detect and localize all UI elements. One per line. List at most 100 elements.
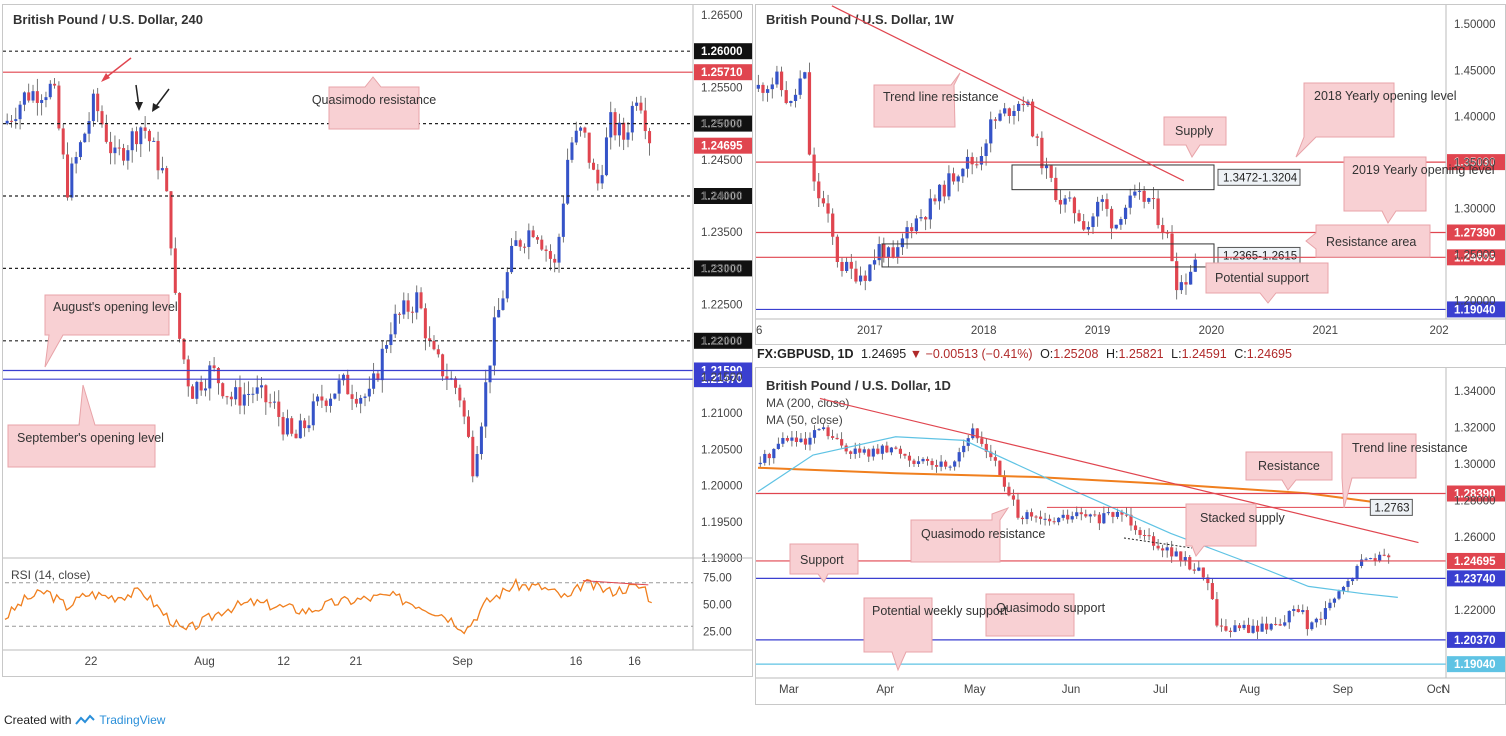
candle-body xyxy=(1170,547,1174,557)
candle-body xyxy=(1137,190,1142,192)
price-tick-label: 1.19000 xyxy=(701,553,743,565)
candle-body xyxy=(492,317,496,366)
time-tick-label: 21 xyxy=(349,656,362,668)
candle-body xyxy=(587,132,591,163)
candle-body xyxy=(178,292,182,339)
candle-body xyxy=(298,420,302,439)
callout-supply: Supply xyxy=(1163,116,1227,158)
candle-body xyxy=(1174,551,1178,557)
candle-body xyxy=(763,453,767,463)
candle-body xyxy=(596,169,600,184)
candle-body xyxy=(798,78,802,95)
time-tick-label: 16 xyxy=(570,656,583,668)
candle-body xyxy=(18,104,22,120)
candle-body xyxy=(1077,213,1081,222)
daily-chart[interactable]: British Pound / U.S. Dollar, 1D MA (200,… xyxy=(756,368,1505,704)
candle-body xyxy=(87,121,91,134)
candle-body xyxy=(1007,486,1011,496)
candle-body xyxy=(1359,559,1364,566)
candle-body xyxy=(781,438,785,444)
h4-chart-panel[interactable]: British Pound / U.S. Dollar, 240 1.26000… xyxy=(2,4,753,677)
candle-body xyxy=(1283,622,1287,626)
candle-body xyxy=(1016,499,1020,518)
candle-body xyxy=(303,420,307,429)
price-badge-label: 1.22000 xyxy=(701,336,743,348)
candle-body xyxy=(173,248,177,293)
candle-body xyxy=(1369,558,1373,560)
candle-body xyxy=(1179,551,1183,561)
candle-body xyxy=(867,449,871,457)
candle-body xyxy=(1301,610,1305,613)
candle-body xyxy=(1310,622,1314,630)
callout-text: Quasimodo support xyxy=(996,601,1106,615)
red-arrow-icon xyxy=(101,57,132,82)
time-tick-label: Sep xyxy=(452,656,472,668)
candle-body xyxy=(1100,199,1104,202)
candle-body xyxy=(182,338,186,360)
price-badge-label: 1.27390 xyxy=(1454,227,1496,239)
trend-line xyxy=(831,5,1185,182)
candle-body xyxy=(100,111,104,125)
candle-body xyxy=(925,458,930,461)
candle-body xyxy=(1017,103,1021,111)
candle-body xyxy=(1161,225,1165,233)
callout-text: August's opening level xyxy=(53,300,178,314)
candle-body xyxy=(1012,110,1016,116)
price-badge xyxy=(694,137,752,154)
price-tick-label: 1.24000 xyxy=(701,191,743,203)
candle-body xyxy=(989,451,993,458)
candle-body xyxy=(889,447,893,453)
callout-quasimodo-resistance: Quasimodo resistance xyxy=(312,76,436,130)
time-tick-label: 2019 xyxy=(1085,325,1111,337)
candle-body xyxy=(1147,535,1151,537)
price-badge-label: 1.24695 xyxy=(701,141,743,153)
high-value: 1.25821 xyxy=(1118,347,1164,361)
candle-body xyxy=(1161,548,1165,551)
candle-body xyxy=(803,72,807,79)
callout-quasimodo-resistance-d1: Quasimodo resistance xyxy=(910,506,1045,563)
time-tick-label: Sep xyxy=(1333,684,1353,696)
candle-body xyxy=(471,436,475,477)
candle-body xyxy=(501,298,505,310)
time-tick-label: May xyxy=(964,684,986,696)
candle-body xyxy=(410,311,414,313)
candle-body xyxy=(561,203,565,237)
weekly-chart[interactable]: British Pound / U.S. Dollar, 1W 1.3472-1… xyxy=(756,5,1505,344)
candle-body xyxy=(216,368,220,384)
candle-body xyxy=(229,396,233,400)
candle-body xyxy=(402,300,406,315)
candle-body xyxy=(1119,219,1123,225)
candle-body xyxy=(78,142,82,158)
candle-body xyxy=(1133,525,1138,531)
candle-body xyxy=(761,84,765,93)
candle-body xyxy=(1020,517,1025,520)
candle-body xyxy=(570,142,574,160)
candle-body xyxy=(1201,567,1205,578)
candle-body xyxy=(903,453,907,456)
symbol-label: FX:GBPUSD, 1D xyxy=(757,347,854,361)
time-tick-label: Jul xyxy=(1153,684,1168,696)
candle-body xyxy=(324,400,328,406)
candle-body xyxy=(1378,554,1382,562)
weekly-chart-panel[interactable]: British Pound / U.S. Dollar, 1W 1.3472-1… xyxy=(755,4,1506,345)
candle-body xyxy=(367,388,371,397)
candle-body xyxy=(1040,137,1044,169)
candle-body xyxy=(898,448,902,454)
candle-body xyxy=(896,247,900,258)
daily-chart-panel[interactable]: British Pound / U.S. Dollar, 1D MA (200,… xyxy=(755,367,1506,705)
price-tick-label: 1.50000 xyxy=(1454,19,1496,31)
callout-text: 2019 Yearly opening level xyxy=(1352,163,1494,177)
time-tick-label: Jun xyxy=(1062,684,1081,696)
h4-chart[interactable]: British Pound / U.S. Dollar, 240 1.26000… xyxy=(3,5,752,676)
candle-body xyxy=(535,237,539,240)
time-tick-label: 2017 xyxy=(857,325,883,337)
candle-body xyxy=(83,133,87,143)
candle-body xyxy=(1102,513,1106,524)
candle-body xyxy=(285,418,289,435)
candle-body xyxy=(1066,514,1070,520)
time-tick-label: Oct xyxy=(1427,684,1446,696)
ma50-line xyxy=(757,436,1398,598)
tradingview-link[interactable]: TradingView xyxy=(99,713,166,727)
candle-body xyxy=(354,398,358,404)
rsi-label: RSI (14, close) xyxy=(11,568,90,582)
